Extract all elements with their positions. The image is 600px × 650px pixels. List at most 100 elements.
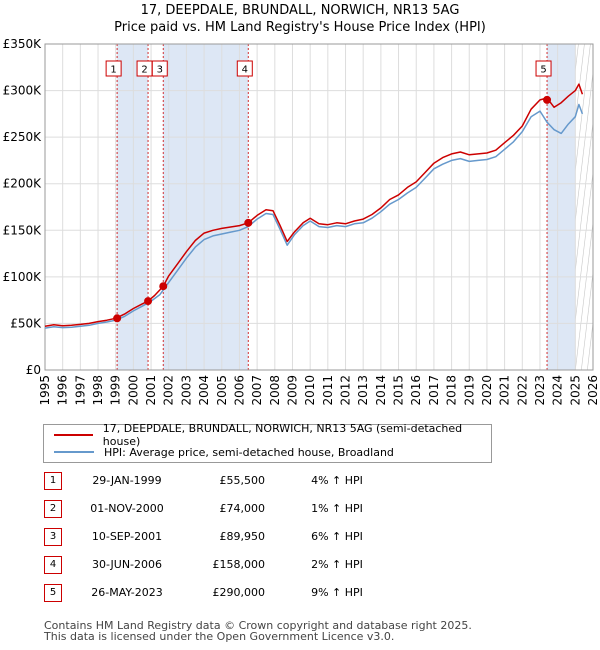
x-tick-label: 2020	[480, 375, 494, 406]
sale-date: 26-MAY-2023	[91, 586, 163, 599]
sale-date: 29-JAN-1999	[92, 474, 162, 487]
x-tick-label: 2002	[162, 375, 176, 406]
sale-price: £74,000	[219, 502, 266, 515]
sale-badge: 1	[44, 472, 62, 490]
sale-point	[244, 218, 253, 227]
sale-hpi: 9% ↑ HPI	[311, 586, 363, 599]
sale-label-number: 1	[110, 65, 116, 76]
sale-badge: 2	[44, 500, 62, 518]
forecast-hatch	[575, 170, 593, 323]
footer-license: This data is licensed under the Open Gov…	[44, 630, 395, 643]
sale-point	[159, 282, 168, 291]
x-tick-label: 2000	[126, 375, 140, 406]
sale-hpi: 4% ↑ HPI	[311, 474, 363, 487]
sale-label-number: 4	[242, 65, 248, 76]
y-tick-label: £300K	[3, 84, 43, 98]
sale-label-box	[151, 60, 168, 77]
sale-badge: 5	[44, 584, 62, 602]
table-row: 5 26-MAY-2023 £290,000 9% ↑ HPI	[0, 584, 600, 612]
x-tick-label: 2005	[215, 375, 229, 406]
x-tick-label: 2023	[533, 375, 547, 406]
table-row: 4 30-JUN-2006 £158,000 2% ↑ HPI	[0, 556, 600, 584]
y-tick-label: £250K	[3, 130, 43, 144]
chart-title-line1: 17, DEEPDALE, BRUNDALL, NORWICH, NR13 5A…	[140, 3, 460, 18]
sale-label-number: 5	[540, 65, 546, 76]
x-tick-label: 2018	[445, 375, 459, 406]
sale-price: £290,000	[212, 586, 266, 599]
x-tick-label: 2010	[303, 375, 317, 406]
x-tick-label: 2016	[409, 375, 423, 406]
forecast-hatch	[575, 44, 585, 123]
y-tick-label: £350K	[3, 37, 43, 51]
legend-hpi-swatch	[54, 451, 94, 453]
x-tick-label: 2009	[285, 375, 299, 406]
property-price-line	[44, 83, 584, 327]
forecast-hatch	[593, 44, 600, 370]
hpi-line	[44, 103, 584, 329]
forecast-hatch	[581, 270, 593, 370]
y-tick-label: £0	[26, 363, 41, 377]
x-tick-label: 2003	[179, 375, 193, 406]
x-tick-label: 2014	[374, 375, 388, 406]
footer: Contains HM Land Registry data © Crown c…	[44, 620, 472, 642]
footer-copyright: Contains HM Land Registry data © Crown c…	[44, 619, 472, 632]
x-tick-label: 2025	[568, 375, 582, 406]
x-tick-label: 1997	[73, 375, 87, 406]
x-tick-label: 2011	[321, 375, 335, 406]
x-tick-label: 2008	[268, 375, 282, 406]
y-tick-label: £100K	[3, 270, 43, 284]
table-row: 3 10-SEP-2001 £89,950 6% ↑ HPI	[0, 528, 600, 556]
sale-date: 30-JUN-2006	[91, 558, 163, 571]
x-tick-label: 2017	[427, 375, 441, 406]
sale-hpi: 2% ↑ HPI	[311, 558, 363, 571]
sale-date: 01-NOV-2000	[90, 502, 164, 515]
sale-badge: 4	[44, 556, 62, 574]
plot-frame	[44, 43, 594, 371]
x-tick-label: 1995	[38, 375, 52, 406]
table-row: 1 29-JAN-1999 £55,500 4% ↑ HPI	[0, 472, 600, 500]
x-tick-label: 2007	[250, 375, 264, 406]
x-tick-label: 2022	[515, 375, 529, 406]
x-tick-label: 2026	[586, 375, 600, 406]
x-tick-label: 2024	[551, 375, 565, 406]
shaded-range	[117, 44, 149, 370]
forecast-hatch	[575, 120, 593, 273]
sale-price: £89,950	[219, 530, 266, 543]
x-tick-label: 2006	[232, 375, 246, 406]
shaded-range	[163, 44, 249, 370]
shaded-range	[547, 44, 576, 370]
sale-label-box	[535, 60, 552, 77]
sale-label-box	[105, 60, 122, 77]
y-tick-label: £200K	[3, 177, 43, 191]
x-tick-label: 2001	[144, 375, 158, 406]
forecast-hatch	[575, 220, 593, 370]
x-tick-label: 2015	[392, 375, 406, 406]
x-tick-label: 2021	[498, 375, 512, 406]
table-row: 2 01-NOV-2000 £74,000 1% ↑ HPI	[0, 500, 600, 528]
sale-label-number: 2	[141, 65, 147, 76]
sale-hpi: 6% ↑ HPI	[311, 530, 363, 543]
sale-point	[543, 95, 552, 104]
x-tick-label: 2013	[356, 375, 370, 406]
legend-hpi-label: HPI: Average price, semi-detached house,…	[104, 445, 394, 459]
legend-item-hpi: HPI: Average price, semi-detached house,…	[54, 444, 394, 460]
sale-label-box	[236, 60, 253, 77]
x-tick-label: 2019	[462, 375, 476, 406]
sale-date: 10-SEP-2001	[91, 530, 163, 543]
y-tick-label: £50K	[10, 316, 42, 330]
chart-title-line2: Price paid vs. HM Land Registry's House …	[114, 20, 486, 35]
x-tick-label: 1999	[109, 375, 123, 406]
sale-label-number: 3	[157, 65, 163, 76]
x-tick-label: 1998	[91, 375, 105, 406]
legend: 17, DEEPDALE, BRUNDALL, NORWICH, NR13 5A…	[43, 422, 492, 463]
price-chart: £0 £50K £100K £150K £200K £250K £300K £350K 1995…	[3, 37, 600, 406]
sale-badge: 3	[44, 528, 62, 546]
legend-property-swatch	[54, 434, 93, 436]
forecast-hatch	[575, 44, 591, 173]
x-tick-label: 2012	[339, 375, 353, 406]
legend-item-property: 17, DEEPDALE, BRUNDALL, NORWICH, NR13 5A…	[54, 422, 491, 448]
y-tick-label: £150K	[3, 223, 43, 237]
forecast-hatch	[575, 70, 593, 223]
x-tick-label: 2004	[197, 375, 211, 406]
legend-property-label: 17, DEEPDALE, BRUNDALL, NORWICH, NR13 5A…	[102, 422, 463, 448]
